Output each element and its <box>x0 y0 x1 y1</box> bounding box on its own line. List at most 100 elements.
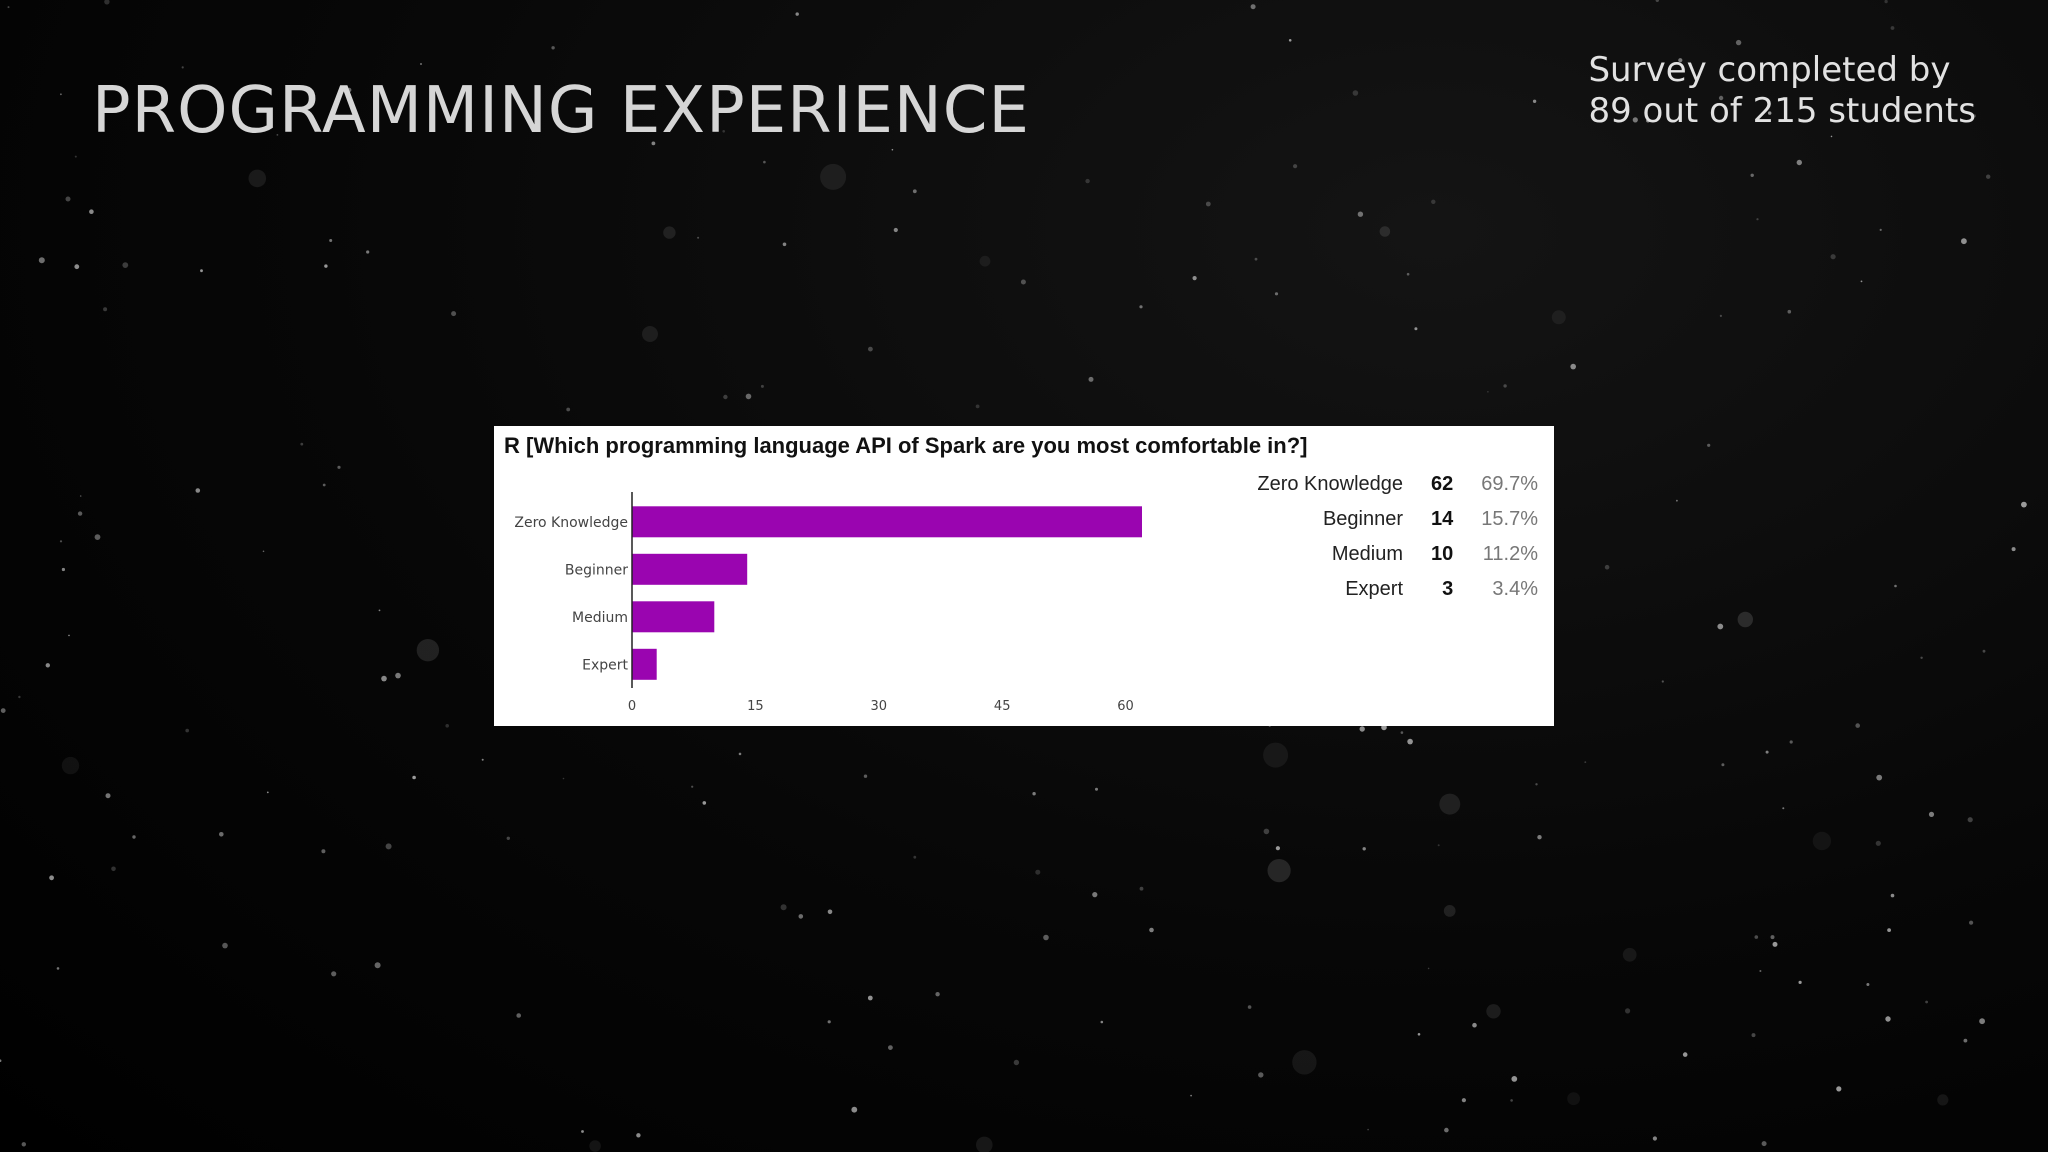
star-dot <box>760 384 764 388</box>
star-dot <box>1263 742 1289 768</box>
star-dot <box>2021 501 2027 508</box>
star-dot <box>795 12 799 16</box>
star-dot <box>132 835 136 839</box>
x-tick-label: 45 <box>994 699 1011 714</box>
x-tick-label: 15 <box>747 699 764 714</box>
star-dot <box>1406 272 1410 276</box>
star-dot <box>111 866 116 872</box>
star-dot <box>103 307 108 312</box>
star-dot <box>1879 228 1882 231</box>
star-dot <box>1761 1141 1767 1147</box>
star-dot <box>2011 547 2016 552</box>
star-dot <box>104 0 110 5</box>
star-dot <box>331 971 337 977</box>
star-dot <box>867 995 873 1001</box>
star-dot <box>94 534 101 540</box>
star-dot <box>329 239 333 242</box>
star-dot <box>1986 174 1991 179</box>
stats-row: Beginner 14 15.7% <box>1257 507 1538 542</box>
star-dot <box>1149 927 1154 933</box>
star-dot <box>1444 1127 1449 1133</box>
stats-category: Beginner <box>1322 508 1404 530</box>
stats-percent: 3.4% <box>1492 578 1538 600</box>
star-dot <box>1765 750 1769 754</box>
star-dot <box>723 394 728 400</box>
star-dot <box>1717 623 1724 630</box>
star-dot <box>863 774 868 778</box>
star-dot <box>322 483 326 487</box>
star-dot <box>1676 499 1678 502</box>
star-dot <box>1013 1059 1020 1066</box>
star-dot <box>1812 831 1832 851</box>
star-dot <box>1381 724 1387 731</box>
stats-count: 3 <box>1442 578 1454 600</box>
stats-percent: 15.7% <box>1481 508 1538 530</box>
star-dot <box>324 264 328 268</box>
star-dot <box>1646 118 1650 123</box>
star-dot <box>266 791 269 794</box>
star-dot <box>1721 763 1725 767</box>
star-dot <box>1503 384 1507 388</box>
star-dot <box>1622 947 1637 962</box>
star-dot <box>1925 1000 1928 1004</box>
star-dot <box>1032 792 1036 796</box>
star-dot <box>1267 859 1291 883</box>
star-dot <box>1967 817 1973 823</box>
star-dot <box>60 93 62 96</box>
bar <box>632 601 715 633</box>
star-dot <box>1759 970 1762 972</box>
category-label: Expert <box>582 657 628 673</box>
star-dot <box>412 775 416 780</box>
star-dot <box>1751 1033 1756 1038</box>
star-dot <box>827 909 833 915</box>
star-dot <box>1532 99 1537 104</box>
star-dot <box>1250 4 1256 10</box>
star-dot <box>1379 226 1391 237</box>
star-dot <box>1787 309 1792 314</box>
star-dot <box>185 728 189 733</box>
star-dot <box>195 488 201 493</box>
star-dot <box>61 756 80 775</box>
star-dot <box>1567 1092 1580 1106</box>
star-dot <box>851 1106 858 1113</box>
star-dot <box>1511 1076 1518 1082</box>
star-dot <box>1772 941 1778 947</box>
star-dot <box>1782 807 1785 810</box>
star-dot <box>1486 1004 1501 1019</box>
star-dot <box>1088 376 1094 382</box>
star-dot <box>1584 761 1587 763</box>
star-dot <box>79 495 82 497</box>
star-dot <box>0 708 6 713</box>
star-dot <box>200 269 203 273</box>
star-dot <box>562 777 565 780</box>
star-dot <box>1969 920 1974 925</box>
star-dot <box>1707 443 1711 447</box>
chart-title: R [Which programming language API of Spa… <box>504 433 1308 458</box>
star-dot <box>1362 847 1366 851</box>
star-dot <box>1100 1020 1104 1024</box>
star-dot <box>1866 983 1870 986</box>
star-dot <box>374 962 381 969</box>
star-dot <box>1352 90 1359 96</box>
star-dot <box>347 87 352 93</box>
star-dot <box>1768 111 1772 115</box>
star-dot <box>979 255 991 267</box>
star-dot <box>1924 66 1927 70</box>
stats-count: 14 <box>1431 508 1454 530</box>
star-dot <box>1796 159 1803 166</box>
star-dot <box>378 609 381 612</box>
star-dot <box>975 404 980 409</box>
star-dot <box>1570 363 1576 370</box>
stats-legend: Zero Knowledge 62 69.7% Beginner 14 15.7% Medi… <box>1257 472 1538 612</box>
star-dot <box>61 567 65 572</box>
star-dot <box>891 148 894 151</box>
star-dot <box>820 163 847 190</box>
star-dot <box>1887 928 1891 932</box>
stats-category: Zero Knowledge <box>1257 473 1404 495</box>
star-dot <box>888 1045 893 1050</box>
star-dot <box>1205 201 1211 207</box>
star-dot <box>1551 310 1566 325</box>
star-dot <box>1876 774 1883 781</box>
x-tick-label: 30 <box>871 699 888 714</box>
star-dot <box>1443 905 1456 917</box>
